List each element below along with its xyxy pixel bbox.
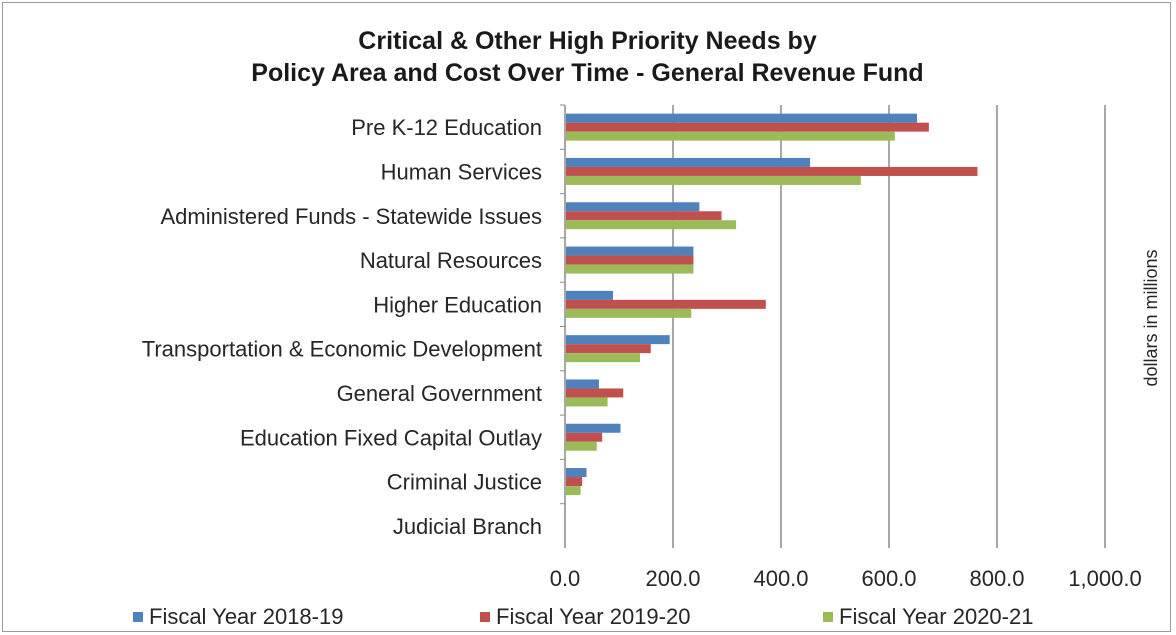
x-tick-label: 400.0: [753, 566, 808, 591]
legend-swatch: [480, 612, 490, 622]
bar: [566, 202, 700, 212]
x-tick-label: 200.0: [645, 566, 700, 591]
bar: [566, 131, 895, 141]
bar: [566, 344, 651, 354]
legend-label: Fiscal Year 2020-21: [839, 604, 1033, 629]
x-tick-label: 800.0: [969, 566, 1024, 591]
bar: [566, 113, 917, 123]
category-label: Pre K-12 Education: [351, 115, 542, 140]
bar: [566, 441, 597, 451]
bar: [566, 175, 861, 185]
bar: [566, 308, 692, 318]
legend-label: Fiscal Year 2019-20: [496, 604, 690, 629]
bar: [566, 353, 640, 363]
bar: [566, 432, 603, 442]
legend-swatch: [823, 612, 833, 622]
x-tick-label: 0.0: [550, 566, 581, 591]
bar: [566, 379, 599, 389]
x-tick-label: 600.0: [861, 566, 916, 591]
y-axis-label: dollars in millions: [1141, 249, 1161, 386]
bar: [566, 290, 613, 300]
chart-title-line-2: Policy Area and Cost Over Time - General…: [251, 59, 924, 87]
bar: [566, 122, 929, 132]
bar: [566, 157, 811, 167]
bar: [566, 166, 978, 176]
bar: [566, 211, 722, 221]
bar: [566, 397, 608, 407]
bar: [566, 468, 587, 478]
bar: [566, 299, 766, 309]
bar: [566, 335, 670, 345]
bar: [566, 486, 581, 496]
category-label: Transportation & Economic Development: [142, 337, 542, 362]
chart-title-line-1: Critical & Other High Priority Needs by: [358, 27, 817, 55]
legend-label: Fiscal Year 2018-19: [149, 604, 343, 629]
x-tick-label: 1,000.0: [1068, 566, 1141, 591]
bar: [566, 388, 624, 398]
category-label: Education Fixed Capital Outlay: [240, 425, 542, 450]
bar: [566, 220, 737, 230]
chart-title: Critical & Other High Priority Needs by …: [3, 25, 1172, 89]
bar: [566, 264, 694, 274]
category-label: Higher Education: [373, 292, 542, 317]
category-label: General Government: [337, 381, 542, 406]
legend-swatch: [133, 612, 143, 622]
category-label: Human Services: [381, 159, 542, 184]
category-label: Administered Funds - Statewide Issues: [160, 204, 542, 229]
bar: [566, 477, 583, 487]
category-label: Natural Resources: [360, 248, 542, 273]
bar: [566, 423, 621, 433]
category-label: Criminal Justice: [387, 470, 542, 495]
bar: [566, 246, 694, 256]
category-label: Judicial Branch: [393, 514, 542, 539]
bar: [566, 255, 694, 265]
